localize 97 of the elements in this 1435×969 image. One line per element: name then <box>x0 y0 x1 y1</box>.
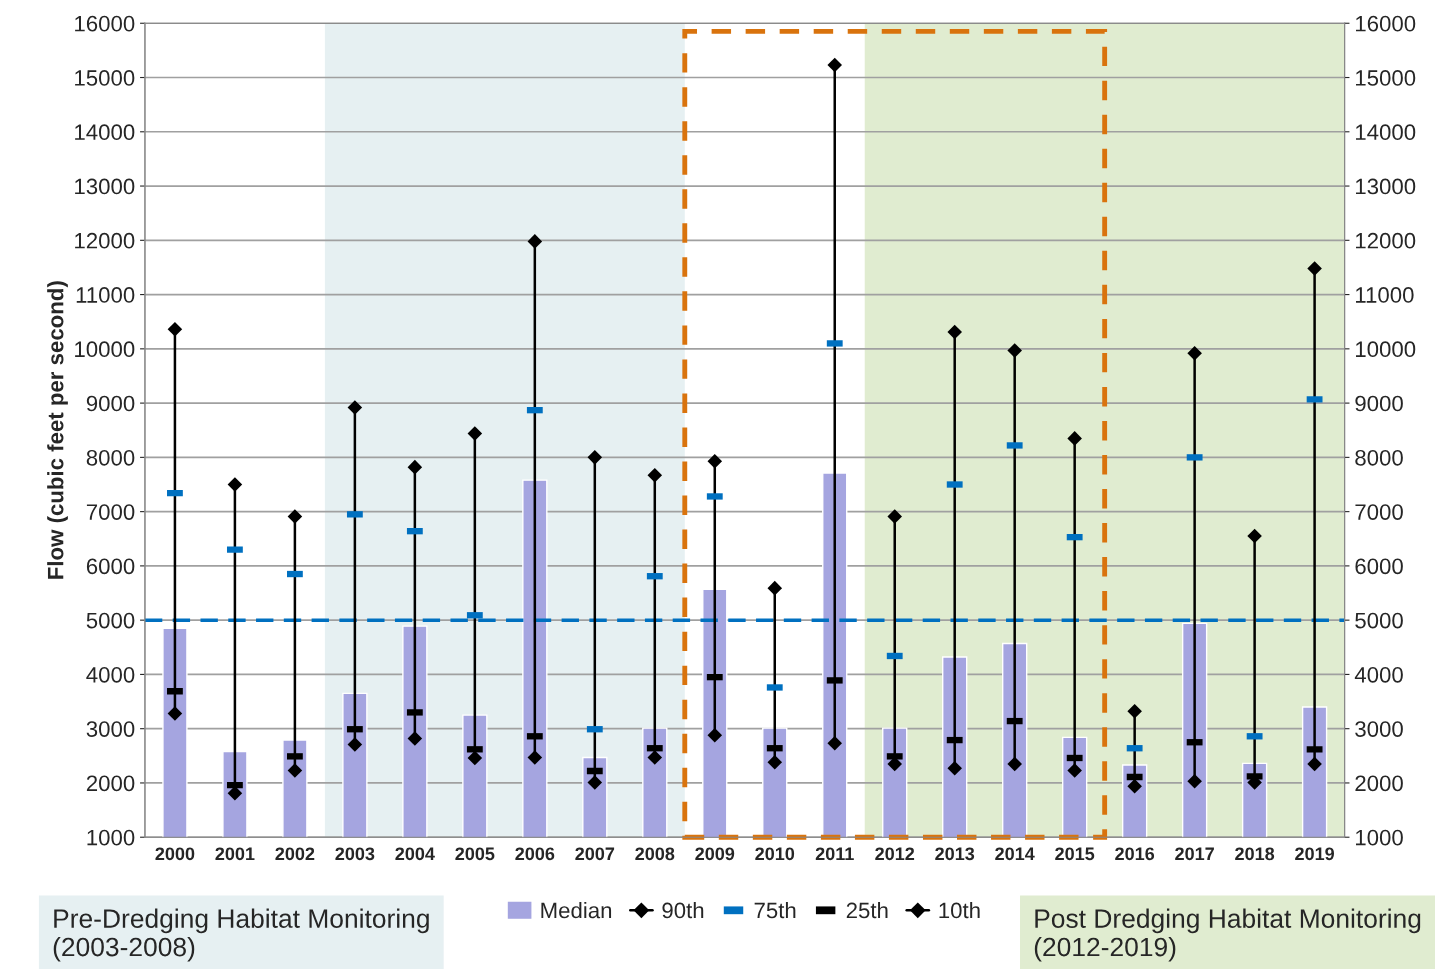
x-tick-label: 2003 <box>335 847 375 861</box>
y-tick-label: 14000 <box>75 124 135 141</box>
x-tick-label: 2014 <box>995 847 1035 861</box>
y-tick-label: 7000 <box>86 504 135 520</box>
x-tick-label: 2018 <box>1235 847 1275 861</box>
point <box>287 763 303 778</box>
y2-tick-label: 16000 <box>1356 15 1416 32</box>
point <box>1067 763 1082 778</box>
legend-label: 90th <box>662 901 704 919</box>
point <box>707 727 723 743</box>
point <box>527 750 543 765</box>
x-tick-label: 2009 <box>695 847 735 861</box>
legend-label: 25th <box>846 901 888 919</box>
x-tick-label: 2015 <box>1055 847 1095 861</box>
point <box>647 750 663 765</box>
legend-label: 75th <box>754 901 796 919</box>
y2-tick-label: 4000 <box>1354 666 1403 683</box>
point <box>767 755 783 770</box>
y-tick-label: 12000 <box>75 232 135 249</box>
x-tick-label: 2016 <box>1115 847 1155 861</box>
y-tick-label: 2000 <box>86 775 135 792</box>
point <box>1007 343 1022 358</box>
y2-tick-label: 6000 <box>1355 558 1403 575</box>
point <box>707 453 723 469</box>
y2-tick-label: 7000 <box>1355 504 1403 520</box>
point <box>647 467 663 483</box>
x-tick-label: 2008 <box>635 847 675 861</box>
point <box>1187 774 1202 789</box>
point <box>1127 704 1142 719</box>
point <box>587 450 603 465</box>
x-tick-label: 2007 <box>575 847 615 861</box>
point <box>167 322 183 337</box>
x-tick-label: 2006 <box>515 847 555 861</box>
x-tick-label: 2019 <box>1295 847 1335 861</box>
point <box>1247 528 1262 544</box>
point <box>467 750 483 766</box>
point <box>467 426 483 441</box>
point <box>767 580 783 596</box>
y-tick-label: 10000 <box>75 341 135 358</box>
point <box>827 736 843 751</box>
point <box>1307 261 1322 276</box>
y-tick-label: 1000 <box>87 829 135 846</box>
point <box>1067 431 1082 446</box>
y-tick-label: 13000 <box>75 178 135 195</box>
y-tick-label: 5000 <box>86 612 135 629</box>
band-label: Pre-Dredging Habitat Monitoring (2003-2008) <box>53 908 429 962</box>
point <box>887 509 903 524</box>
point <box>167 706 183 721</box>
point <box>527 234 543 249</box>
point <box>947 761 962 776</box>
y2-tick-label: 3000 <box>1355 721 1403 737</box>
y2-tick-label: 13000 <box>1356 178 1416 195</box>
point <box>347 737 363 752</box>
point <box>227 477 243 492</box>
point <box>407 731 423 746</box>
y-tick-label: 9000 <box>86 395 135 412</box>
x-tick-label: 2017 <box>1175 847 1214 861</box>
point <box>827 57 843 73</box>
band-label: Post Dredging Habitat Monitoring (2012-2019) <box>1034 908 1421 962</box>
y-tick-label: 11000 <box>76 287 135 303</box>
y2-tick-label: 11000 <box>1356 287 1414 303</box>
y2-tick-label: 14000 <box>1356 124 1416 141</box>
y2-tick-label: 9000 <box>1355 395 1403 412</box>
y-tick-label: 15000 <box>75 70 135 86</box>
x-tick-label: 2010 <box>755 847 795 861</box>
point <box>1307 756 1322 772</box>
legend-label: 10th <box>939 901 980 919</box>
x-tick-label: 2005 <box>455 847 495 861</box>
point <box>407 459 423 475</box>
point <box>1127 778 1142 794</box>
point <box>347 400 363 415</box>
x-tick-label: 2004 <box>395 847 435 861</box>
point <box>947 324 962 340</box>
x-tick-label: 2001 <box>215 847 255 861</box>
y2-tick-label: 12000 <box>1356 232 1416 249</box>
y2-tick-label: 1000 <box>1356 829 1403 846</box>
y-tick-label: 4000 <box>86 666 135 683</box>
y2-tick-label: 2000 <box>1355 775 1403 792</box>
y-tick-label: 8000 <box>86 449 135 466</box>
x-tick-label: 2013 <box>935 847 975 861</box>
y-tick-label: 3000 <box>86 721 135 737</box>
legend-label: Median <box>541 901 612 919</box>
point <box>1007 756 1022 772</box>
y2-tick-label: 8000 <box>1355 449 1403 466</box>
point <box>1187 345 1202 361</box>
x-tick-label: 2000 <box>155 847 195 861</box>
x-tick-label: 2012 <box>875 847 915 861</box>
y2-tick-label: 15000 <box>1356 70 1416 86</box>
x-tick-label: 2002 <box>275 847 315 861</box>
point <box>287 509 303 524</box>
x-tick-label: 2011 <box>815 847 854 861</box>
y2-tick-label: 5000 <box>1355 612 1403 629</box>
y-tick-label: 16000 <box>75 15 135 32</box>
y-tick-label: 6000 <box>86 558 135 575</box>
y-axis-title: Flow (cubic feet per second) <box>47 281 68 579</box>
point <box>587 775 603 790</box>
y2-tick-label: 10000 <box>1356 341 1416 358</box>
